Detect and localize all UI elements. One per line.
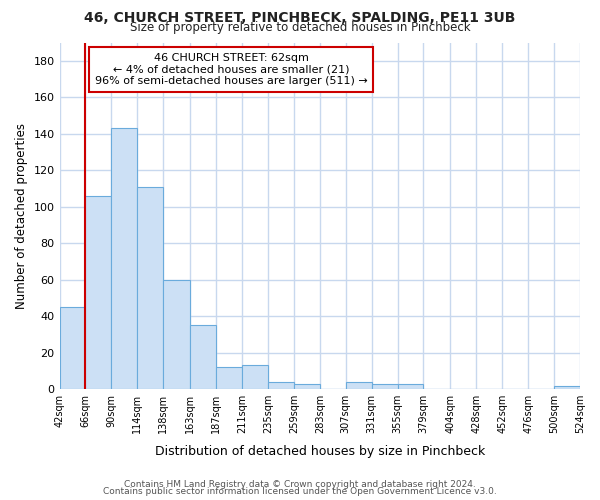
Text: Contains HM Land Registry data © Crown copyright and database right 2024.: Contains HM Land Registry data © Crown c… — [124, 480, 476, 489]
Text: Contains public sector information licensed under the Open Government Licence v3: Contains public sector information licen… — [103, 488, 497, 496]
Bar — [216, 368, 242, 389]
Bar — [85, 196, 112, 389]
X-axis label: Distribution of detached houses by size in Pinchbeck: Distribution of detached houses by size … — [155, 444, 485, 458]
Text: 46, CHURCH STREET, PINCHBECK, SPALDING, PE11 3UB: 46, CHURCH STREET, PINCHBECK, SPALDING, … — [85, 11, 515, 25]
Bar — [398, 384, 424, 389]
Bar — [59, 307, 85, 389]
Bar — [294, 384, 320, 389]
Text: 46 CHURCH STREET: 62sqm
← 4% of detached houses are smaller (21)
96% of semi-det: 46 CHURCH STREET: 62sqm ← 4% of detached… — [95, 53, 368, 86]
Bar — [112, 128, 137, 389]
Text: Size of property relative to detached houses in Pinchbeck: Size of property relative to detached ho… — [130, 21, 470, 34]
Bar — [242, 366, 268, 389]
Bar — [163, 280, 190, 389]
Bar — [268, 382, 294, 389]
Y-axis label: Number of detached properties: Number of detached properties — [15, 123, 28, 309]
Bar — [346, 382, 371, 389]
Bar — [190, 326, 216, 389]
Bar — [137, 186, 163, 389]
Bar — [554, 386, 580, 389]
Bar — [371, 384, 398, 389]
